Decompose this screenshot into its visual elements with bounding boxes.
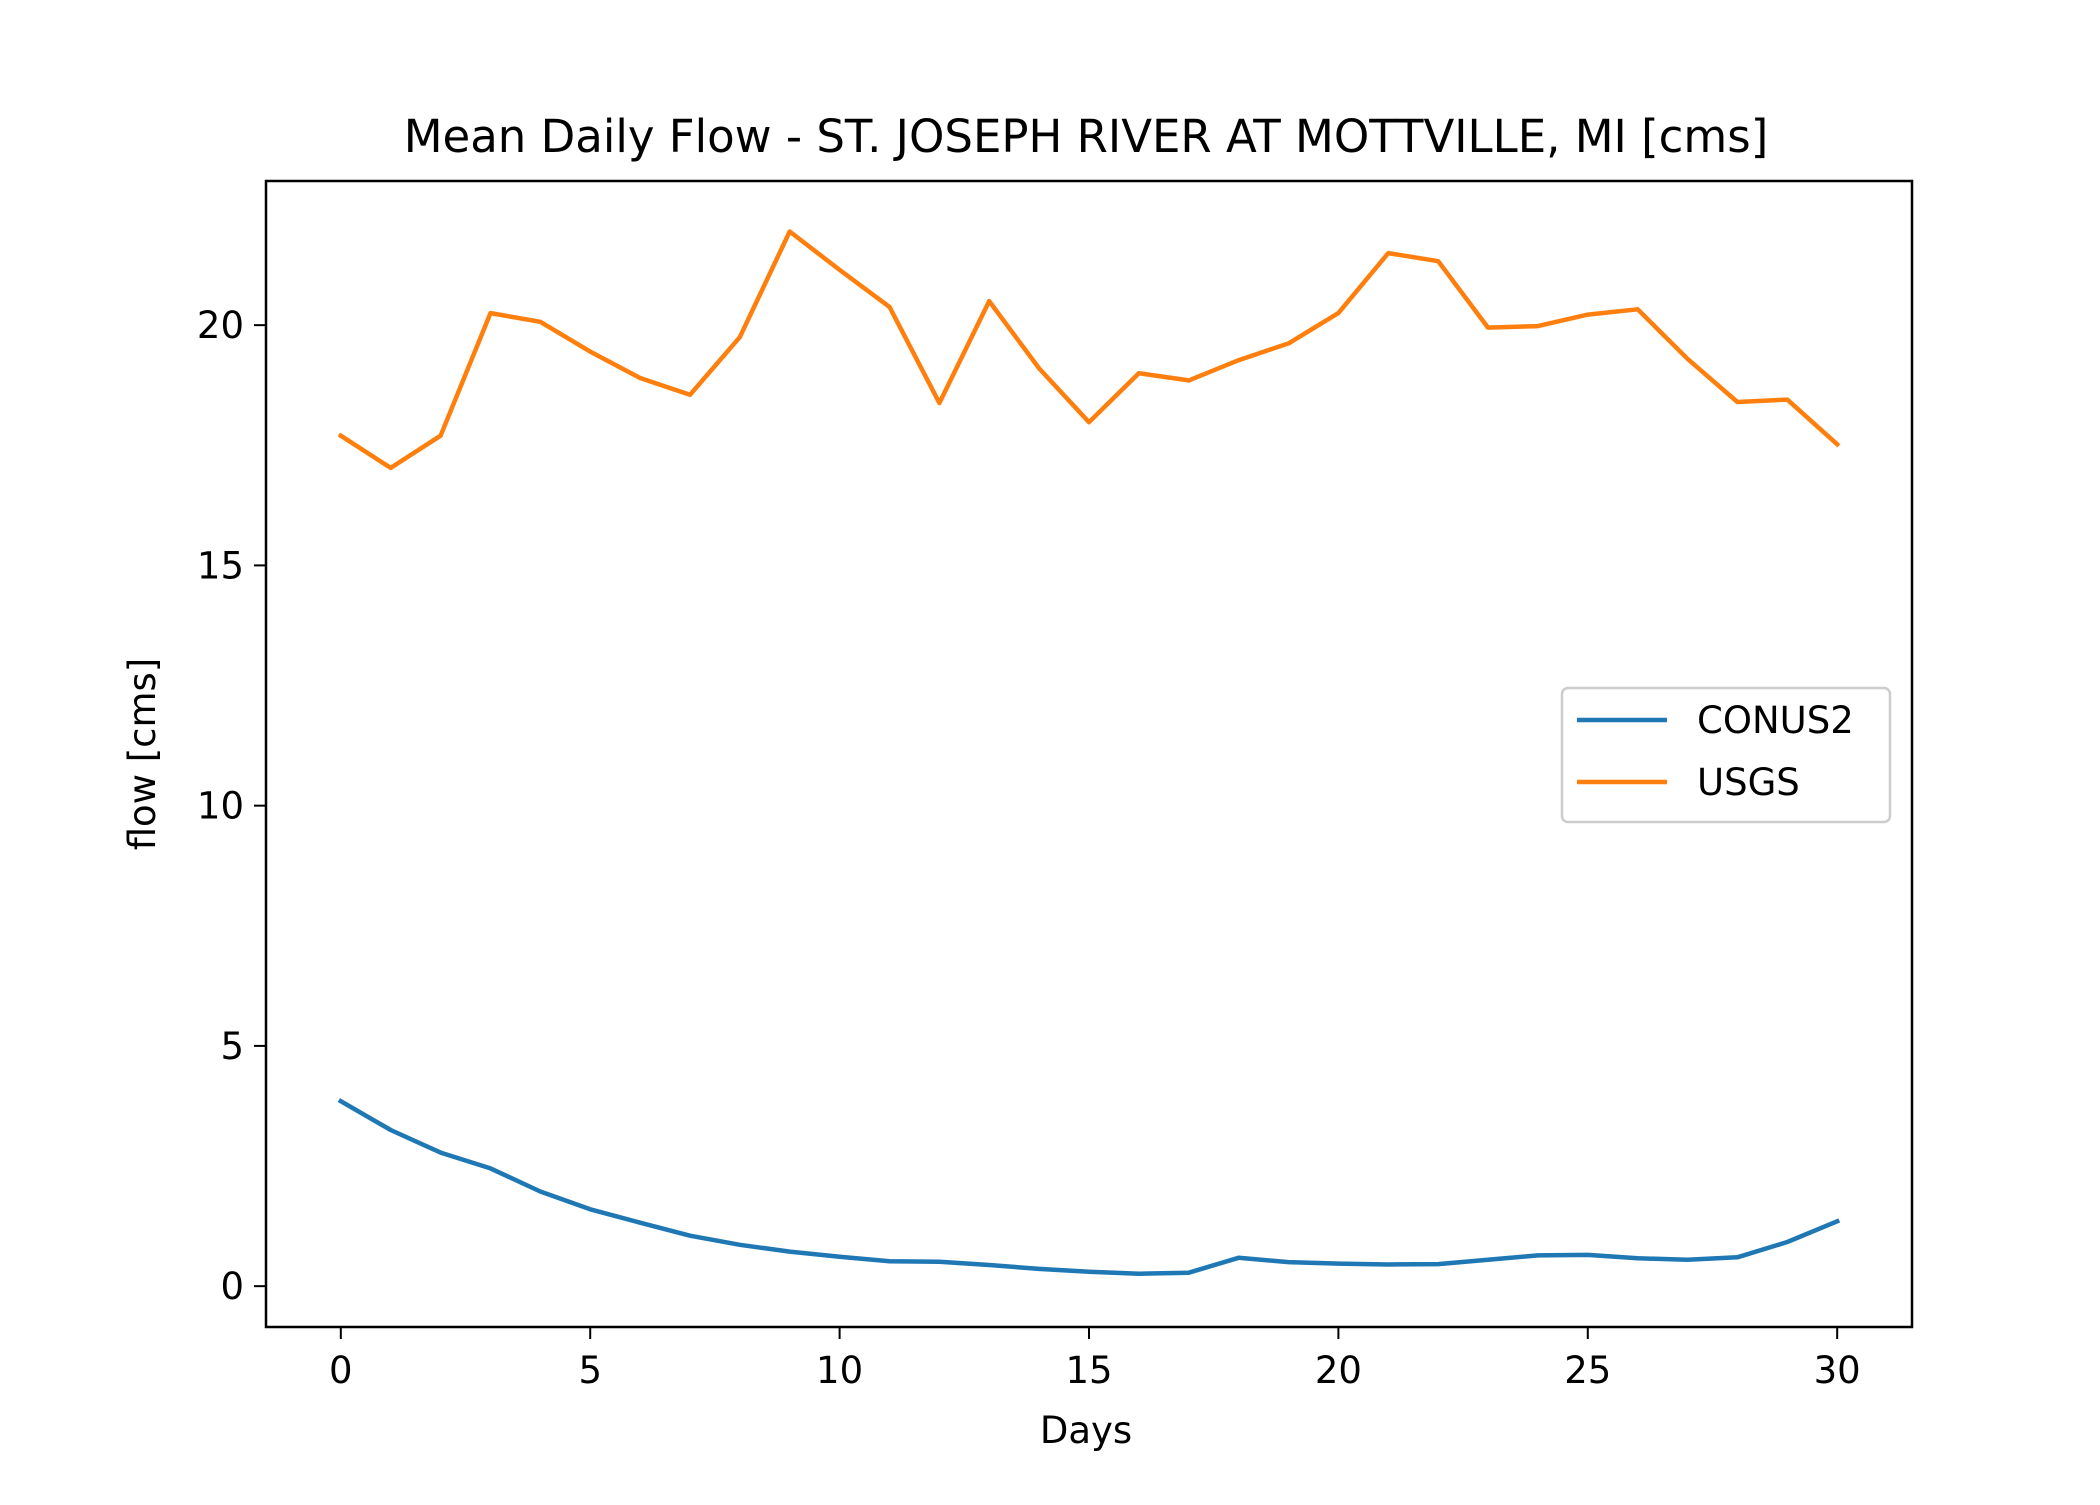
chart-title: Mean Daily Flow - ST. JOSEPH RIVER AT MO…: [404, 110, 1769, 163]
x-tick-label: 5: [578, 1349, 602, 1392]
legend: CONUS2 USGS: [1560, 686, 1892, 824]
y-tick-label: 5: [220, 1025, 244, 1068]
x-tick-label: 25: [1564, 1349, 1611, 1392]
x-tick-label: 0: [329, 1349, 353, 1392]
y-tick-label: 20: [197, 304, 244, 347]
legend-label-conus2: CONUS2: [1697, 699, 1854, 742]
x-axis-ticks: 0 5 10 15 20 25 30: [329, 1327, 1861, 1392]
x-tick-label: 30: [1814, 1349, 1861, 1392]
y-axis-ticks: 0 5 10 15 20: [197, 304, 266, 1308]
y-tick-label: 0: [220, 1265, 244, 1308]
x-tick-label: 15: [1065, 1349, 1112, 1392]
y-tick-label: 10: [197, 785, 244, 828]
x-tick-label: 20: [1315, 1349, 1362, 1392]
y-tick-label: 15: [197, 544, 244, 587]
series-line-usgs: [337, 229, 1841, 471]
x-axis-label: Days: [1040, 1409, 1132, 1452]
series-line-conus2: [337, 1098, 1841, 1276]
x-tick-label: 10: [816, 1349, 863, 1392]
y-axis-label: flow [cms]: [121, 658, 164, 851]
legend-label-usgs: USGS: [1697, 761, 1800, 804]
plot-area: [337, 229, 1841, 1276]
